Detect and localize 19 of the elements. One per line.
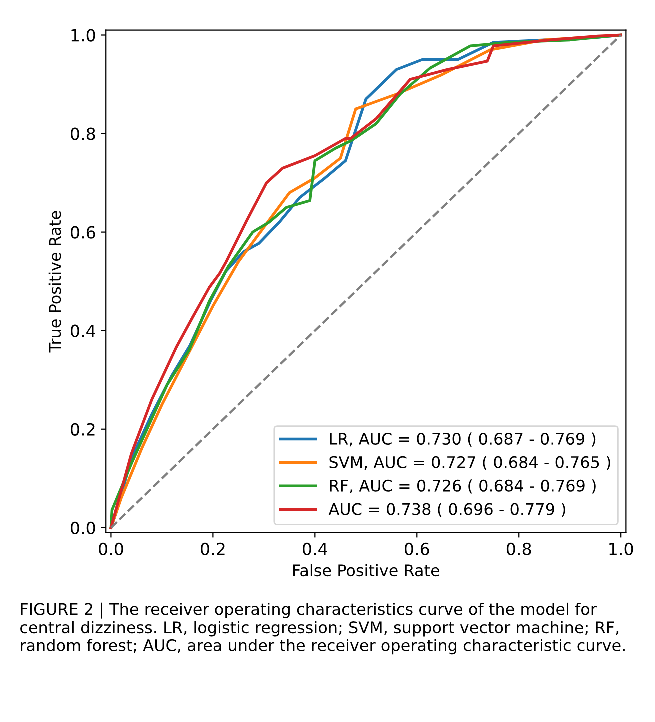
x-tick-label: 0.6 bbox=[404, 542, 430, 556]
x-tick-label: 0.8 bbox=[506, 542, 532, 556]
y-tick-label: 0.6 bbox=[70, 226, 96, 239]
legend-label: RF, AUC = 0.726 ( 0.684 - 0.769 ) bbox=[330, 480, 596, 494]
y-tick-label: 0.4 bbox=[70, 324, 96, 338]
y-tick-label: 0.0 bbox=[70, 522, 96, 534]
x-axis-title: False Positive Rate bbox=[293, 564, 440, 577]
legend-label: SVM, AUC = 0.727 ( 0.684 - 0.765 ) bbox=[330, 456, 610, 470]
legend-label: AUC = 0.738 ( 0.696 - 0.779 ) bbox=[328, 503, 566, 518]
x-tick-label: 0.2 bbox=[201, 542, 225, 556]
legend-label: LR, AUC = 0.730 ( 0.687 - 0.769 ) bbox=[330, 432, 596, 447]
x-tick-label: 0.0 bbox=[99, 542, 124, 556]
y-axis-title: True Positive Rate bbox=[48, 211, 62, 353]
y-tick-label: 0.2 bbox=[70, 423, 95, 436]
caption: FIGURE 2 | The receiver operating characteristics curve of the model for central dizziness. LR, logistic regression; SVM, support vector machine; RF, random forest; AUC, area under the receiver operating characteristic curve. bbox=[20, 602, 625, 655]
y-tick-label: 1.0 bbox=[72, 29, 96, 42]
x-tick-label: 1.0 bbox=[610, 542, 634, 556]
x-tick-label: 0.4 bbox=[303, 542, 328, 556]
y-tick-label: 0.8 bbox=[70, 128, 96, 140]
